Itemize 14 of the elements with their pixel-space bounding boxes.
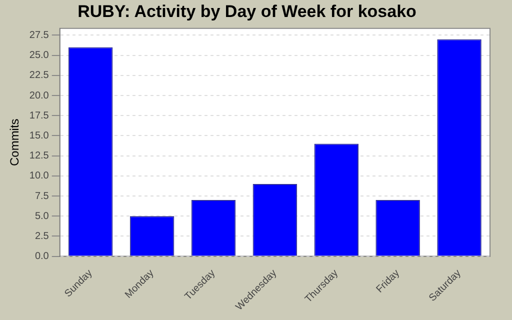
y-tick-label: 7.5 — [34, 190, 50, 202]
y-tick-label: 17.5 — [29, 110, 50, 122]
y-tick-label: 0.0 — [34, 251, 50, 262]
y-axis-title: Commits — [8, 118, 22, 166]
y-tick-label: 10.0 — [29, 170, 50, 182]
y-tick-label: 25.0 — [29, 50, 50, 62]
chart-title: RUBY: Activity by Day of Week for kosako — [78, 2, 416, 21]
y-tick-label: 27.5 — [29, 30, 50, 41]
y-tick-label: 5.0 — [34, 210, 50, 222]
y-tick-label: 20.0 — [29, 90, 50, 102]
y-tick-label: 22.5 — [29, 70, 50, 82]
y-tick-label: 2.5 — [34, 230, 50, 242]
y-tick-label: 15.0 — [29, 130, 50, 142]
y-tick-label: 12.5 — [29, 150, 50, 162]
